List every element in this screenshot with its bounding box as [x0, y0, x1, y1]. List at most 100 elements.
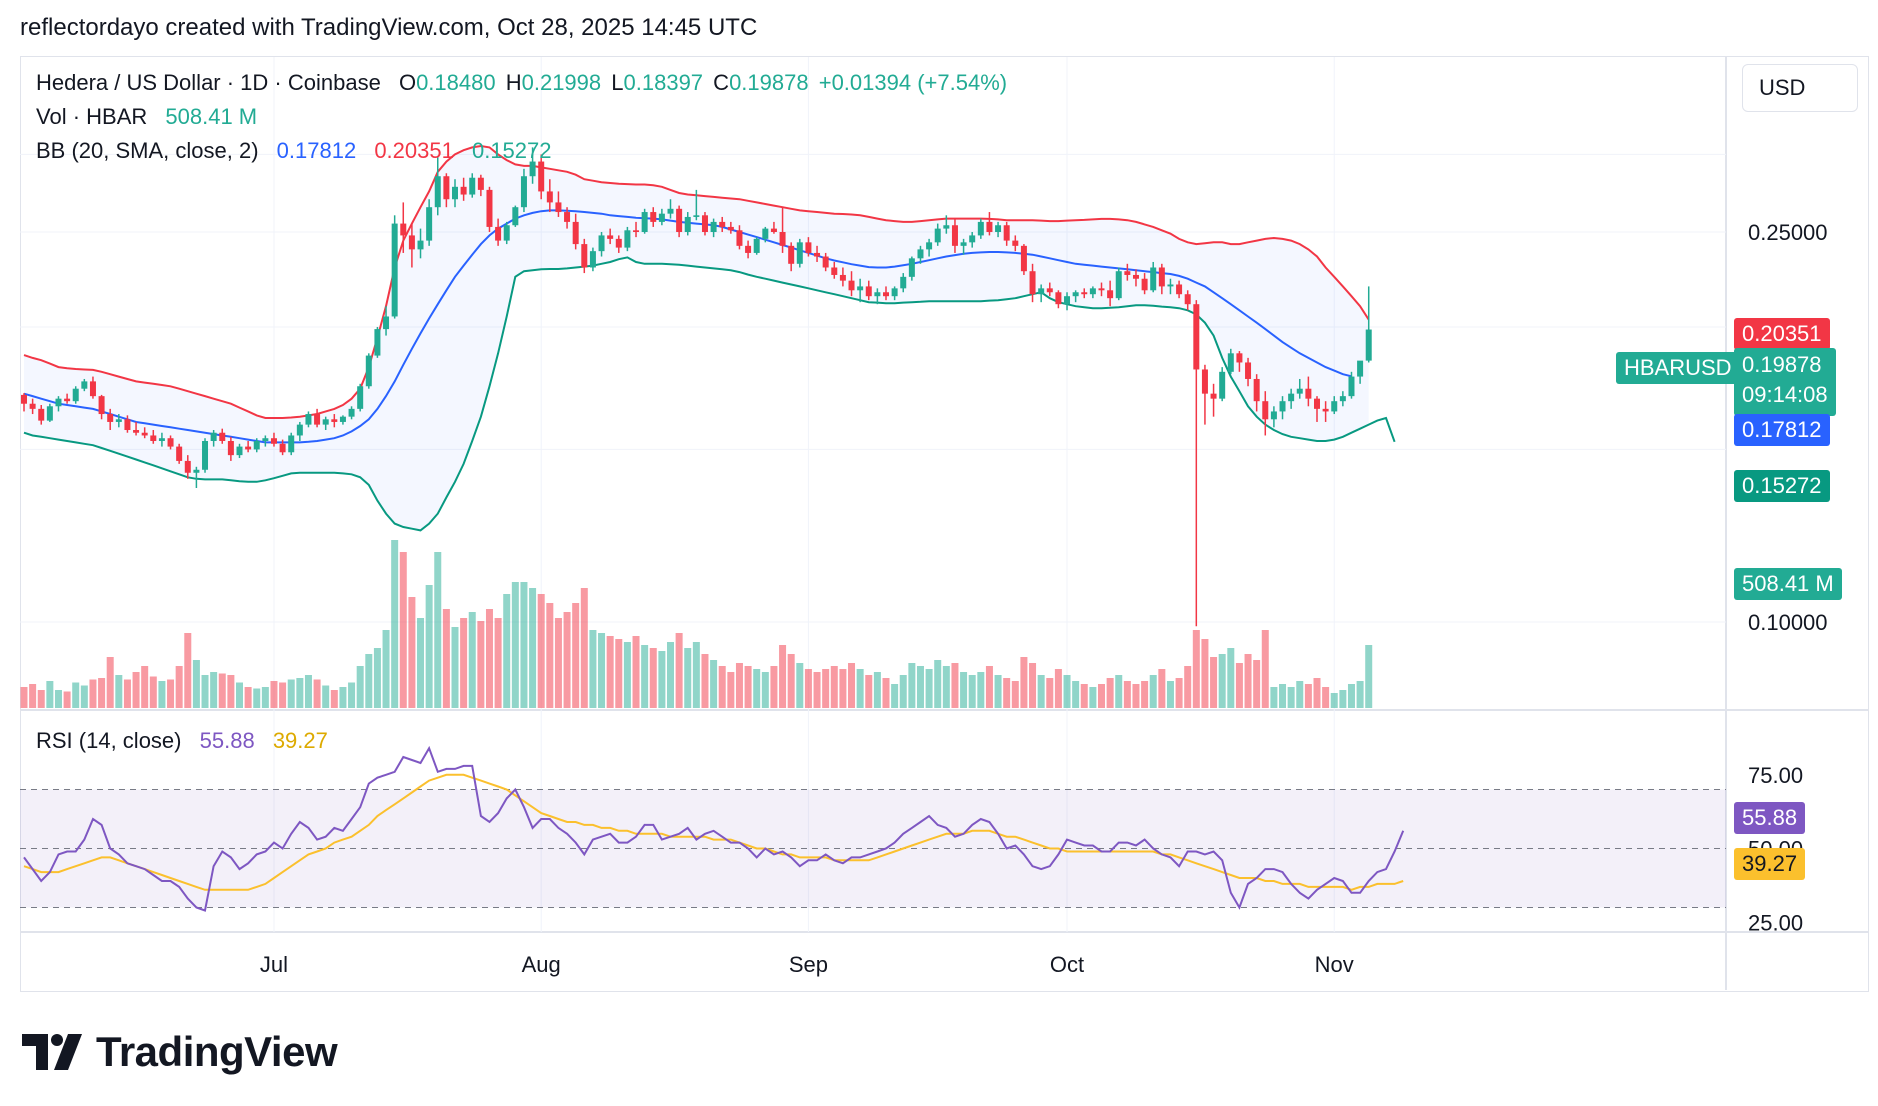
candle-body [107, 414, 114, 422]
volume-bar [546, 603, 554, 708]
candle-body [1176, 284, 1183, 295]
volume-bar [701, 654, 709, 708]
candle-body [434, 176, 441, 208]
volume-bar [537, 594, 545, 708]
candle-body [719, 221, 726, 227]
volume-bar [580, 588, 588, 708]
rsi-tick-label: 75.00 [1748, 763, 1803, 788]
candle-body [908, 258, 915, 277]
volume-bar [1356, 681, 1364, 708]
candle-body [667, 208, 674, 214]
volume-bar [1149, 675, 1157, 708]
candle-body [495, 226, 502, 241]
candle-body [951, 225, 958, 246]
volume-bar [744, 666, 752, 708]
legend-symbol[interactable]: Hedera / US Dollar · 1D · Coinbase [36, 70, 381, 95]
candle-body [589, 251, 596, 268]
candle-body [158, 438, 165, 441]
candle-body [81, 381, 88, 389]
time-tick-label: Oct [1050, 952, 1084, 977]
volume-bar [1115, 675, 1123, 708]
candle-body [1020, 245, 1027, 272]
volume-bar [158, 681, 166, 708]
volume-bar [54, 690, 62, 708]
candle-body [46, 406, 53, 421]
candle-body [21, 394, 27, 404]
candle-body [64, 398, 71, 402]
candle-body [141, 432, 148, 436]
legend-bb-label[interactable]: BB (20, SMA, close, 2) [36, 138, 259, 163]
candle-body [1322, 408, 1329, 412]
volume-bar [485, 609, 493, 708]
volume-bar [641, 645, 649, 708]
volume-bar [563, 612, 571, 708]
volume-bar [167, 679, 175, 708]
price-tick-label: 0.10000 [1748, 610, 1828, 635]
candle-body [1064, 296, 1071, 305]
volume-bar [822, 669, 830, 708]
candle-body [598, 235, 605, 252]
chart-canvas[interactable]: 0.250000.1000075.0050.0025.00JulAugSepOc… [0, 0, 1878, 1000]
candle-body [374, 329, 381, 356]
volume-bar [1089, 687, 1097, 708]
volume-bar [511, 582, 519, 708]
candle-body [460, 186, 467, 195]
candle-body [1184, 294, 1191, 305]
candle-body [650, 212, 657, 222]
rsi-tick-label: 25.00 [1748, 910, 1803, 935]
volume-bar [1054, 669, 1062, 708]
candle-body [684, 216, 691, 232]
volume-bar [951, 663, 959, 708]
candle-body [753, 238, 760, 253]
time-tick-label: Nov [1315, 952, 1354, 977]
volume-bar [279, 682, 287, 708]
candle-body [839, 274, 846, 281]
volume-bar [261, 687, 269, 708]
volume-bar [1166, 681, 1174, 708]
volume-bar [606, 636, 614, 708]
candle-body [1339, 396, 1346, 402]
currency-selector[interactable]: USD [1742, 64, 1858, 112]
candle-body [1107, 290, 1114, 299]
volume-bar [1080, 684, 1088, 708]
candle-body [1029, 271, 1036, 295]
legend-vol-label[interactable]: Vol · HBAR [36, 104, 148, 129]
volume-bar [460, 618, 468, 708]
candle-body [426, 207, 433, 241]
candle-body [227, 440, 234, 456]
candle-body [822, 256, 829, 268]
candle-body [745, 245, 752, 253]
volume-bar [1029, 663, 1037, 708]
candle-body [279, 443, 286, 453]
candle-body [331, 419, 338, 422]
volume-bar [1037, 675, 1045, 708]
legend-bb-upper: 0.20351 [374, 138, 454, 163]
legend-l-label: L [611, 70, 624, 95]
legend-bb-basis: 0.17812 [276, 138, 357, 163]
symbol-tag[interactable]: HBARUSD [1616, 352, 1740, 384]
bar-countdown: 09:14:08 [1742, 382, 1828, 407]
volume-bar [572, 603, 580, 708]
volume-bar [330, 690, 338, 708]
volume-bar [1210, 657, 1218, 708]
time-tick-label: Aug [522, 952, 561, 977]
tradingview-brand[interactable]: TradingView [22, 1028, 338, 1076]
candle-body [296, 424, 303, 436]
volume-bar [589, 630, 597, 708]
volume-bar [839, 669, 847, 708]
candle-body [1279, 401, 1286, 412]
volume-bar [80, 685, 88, 708]
volume-bar [115, 675, 123, 708]
volume-bar [916, 666, 924, 708]
candle-body [572, 221, 579, 245]
volume-bar [417, 618, 425, 708]
candle-body [210, 432, 217, 441]
volume-bar [882, 678, 890, 708]
legend-rsi-label[interactable]: RSI (14, close) [36, 728, 182, 753]
candle-body [1270, 411, 1277, 420]
candle-body [546, 191, 553, 203]
chart-caption: reflectordayo created with TradingView.c… [20, 14, 758, 41]
volume-bar [218, 673, 226, 708]
volume-bar [1270, 687, 1278, 708]
candle-body [314, 414, 321, 425]
